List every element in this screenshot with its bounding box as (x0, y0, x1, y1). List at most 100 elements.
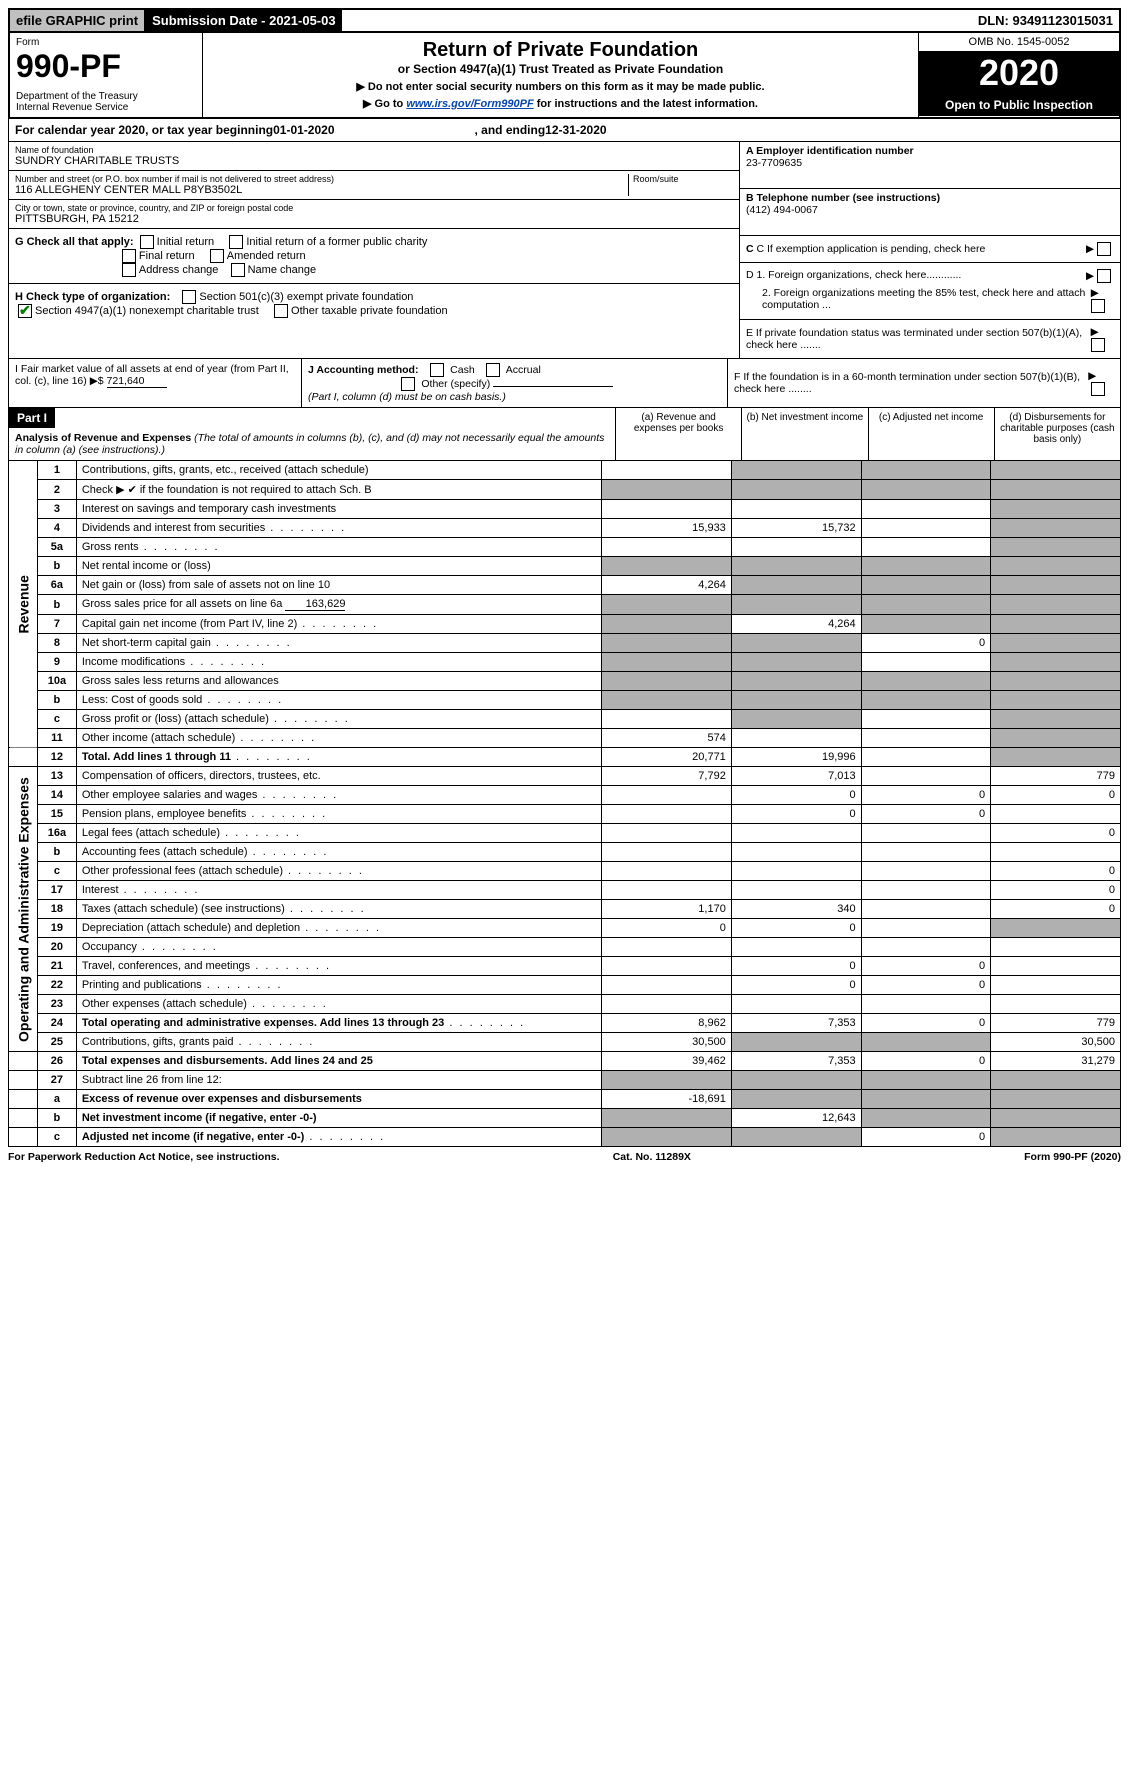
analysis-title: Analysis of Revenue and Expenses (15, 432, 191, 444)
ln-5b: b (37, 557, 76, 576)
h-4947-checkbox[interactable] (18, 304, 32, 318)
ln-16b: b (37, 843, 76, 862)
form-number: 990-PF (16, 48, 196, 85)
efile-button[interactable]: efile GRAPHIC print (10, 10, 146, 31)
d-6b: Gross sales price for all assets on line… (76, 595, 601, 615)
j-cash: Cash (450, 364, 475, 376)
e-checkbox[interactable] (1091, 338, 1105, 352)
h-other-checkbox[interactable] (274, 304, 288, 318)
omb-number: OMB No. 1545-0052 (919, 33, 1119, 52)
ln-8: 8 (37, 634, 76, 653)
g-label: G Check all that apply: (15, 236, 134, 248)
b-21: 0 (731, 957, 861, 976)
d-7: Capital gain net income (from Part IV, l… (76, 615, 601, 634)
c-21: 0 (861, 957, 990, 976)
j-note: (Part I, column (d) must be on cash basi… (308, 391, 506, 403)
final-return-checkbox[interactable] (122, 249, 136, 263)
h-501c3-checkbox[interactable] (182, 290, 196, 304)
name-change-checkbox[interactable] (231, 263, 245, 277)
ln-6a: 6a (37, 576, 76, 595)
ln-12: 12 (37, 748, 76, 767)
d-24-text: Total operating and administrative expen… (82, 1017, 444, 1029)
j-other: Other (specify) (421, 378, 490, 390)
ln-2: 2 (37, 480, 76, 500)
header-center: Return of Private Foundation or Section … (203, 33, 918, 117)
ln-3: 3 (37, 500, 76, 519)
d-6a: Net gain or (loss) from sale of assets n… (76, 576, 601, 595)
d-27a: Excess of revenue over expenses and disb… (76, 1090, 601, 1109)
d-12: Total. Add lines 1 through 11 (76, 748, 601, 767)
d-9: Income modifications (76, 653, 601, 672)
b-26: 7,353 (731, 1052, 861, 1071)
d2-checkbox[interactable] (1091, 299, 1105, 313)
d2-text: 2. Foreign organizations meeting the 85%… (746, 287, 1091, 313)
form-word: Form (16, 37, 196, 48)
j-other-checkbox[interactable] (401, 377, 415, 391)
e-text: E If private foundation status was termi… (746, 327, 1091, 351)
c-26: 0 (861, 1052, 990, 1071)
ln-27c: c (37, 1128, 76, 1147)
calendar-year-row: For calendar year 2020, or tax year begi… (8, 119, 1121, 142)
j-label: J Accounting method: (308, 364, 418, 376)
ln-16c: c (37, 862, 76, 881)
name-label: Name of foundation (15, 145, 733, 155)
room-label: Room/suite (633, 174, 733, 184)
address-change-checkbox[interactable] (122, 263, 136, 277)
ln-22: 22 (37, 976, 76, 995)
d-20: Occupancy (76, 938, 601, 957)
analysis-desc: Analysis of Revenue and Expenses (The to… (9, 428, 615, 460)
d-18: Taxes (attach schedule) (see instruction… (76, 900, 601, 919)
dln: DLN: 93491123015031 (972, 10, 1119, 31)
c-checkbox[interactable] (1097, 242, 1111, 256)
initial-former-checkbox[interactable] (229, 235, 243, 249)
initial-return-checkbox[interactable] (140, 235, 154, 249)
a-25: 30,500 (601, 1033, 731, 1052)
cal-mid: , and ending (475, 123, 546, 137)
ein-cell: A Employer identification number 23-7709… (740, 142, 1120, 189)
a-12: 20,771 (601, 748, 731, 767)
cal-begin: 01-01-2020 (273, 123, 334, 137)
footer-right: Form 990-PF (2020) (1024, 1151, 1121, 1163)
c-15: 0 (861, 805, 990, 824)
j-cash-checkbox[interactable] (430, 363, 444, 377)
b-7: 4,264 (731, 615, 861, 634)
ln-26: 26 (37, 1052, 76, 1071)
d-23: Other expenses (attach schedule) (76, 995, 601, 1014)
dd-26: 31,279 (991, 1052, 1121, 1071)
ln-11: 11 (37, 729, 76, 748)
b-27b: 12,643 (731, 1109, 861, 1128)
ein-label: A Employer identification number (746, 145, 914, 157)
d-16b: Accounting fees (attach schedule) (76, 843, 601, 862)
amended-return-checkbox[interactable] (210, 249, 224, 263)
f-checkbox[interactable] (1091, 382, 1105, 396)
d-27a-text: Excess of revenue over expenses and disb… (82, 1093, 362, 1105)
col-a-head: (a) Revenue and expenses per books (615, 408, 741, 460)
g-opt-4: Address change (139, 264, 219, 276)
ln-17: 17 (37, 881, 76, 900)
b-18: 340 (731, 900, 861, 919)
b-22: 0 (731, 976, 861, 995)
d-27b-text: Net investment income (if negative, ente… (82, 1112, 317, 1124)
section-h: H Check type of organization: Section 50… (9, 284, 739, 324)
ln-19: 19 (37, 919, 76, 938)
info-left: Name of foundation SUNDRY CHARITABLE TRU… (9, 142, 739, 358)
g-opt-5: Name change (248, 264, 317, 276)
b-13: 7,013 (731, 767, 861, 786)
d-16a: Legal fees (attach schedule) (76, 824, 601, 843)
j-accrual-checkbox[interactable] (486, 363, 500, 377)
b-19: 0 (731, 919, 861, 938)
dd-18: 0 (991, 900, 1121, 919)
ln-4: 4 (37, 519, 76, 538)
footer-mid: Cat. No. 11289X (613, 1151, 691, 1163)
inline-6b: 163,629 (285, 598, 345, 611)
form-header: Form 990-PF Department of the Treasury I… (8, 33, 1121, 119)
dept-label: Department of the Treasury Internal Reve… (16, 91, 196, 113)
city-label: City or town, state or province, country… (15, 203, 733, 213)
d1-checkbox[interactable] (1097, 269, 1111, 283)
d-10c: Gross profit or (loss) (attach schedule) (76, 710, 601, 729)
d-26-text: Total expenses and disbursements. Add li… (82, 1055, 373, 1067)
ln-20: 20 (37, 938, 76, 957)
d-17: Interest (76, 881, 601, 900)
irs-link[interactable]: www.irs.gov/Form990PF (406, 98, 533, 110)
a-11: 574 (601, 729, 731, 748)
